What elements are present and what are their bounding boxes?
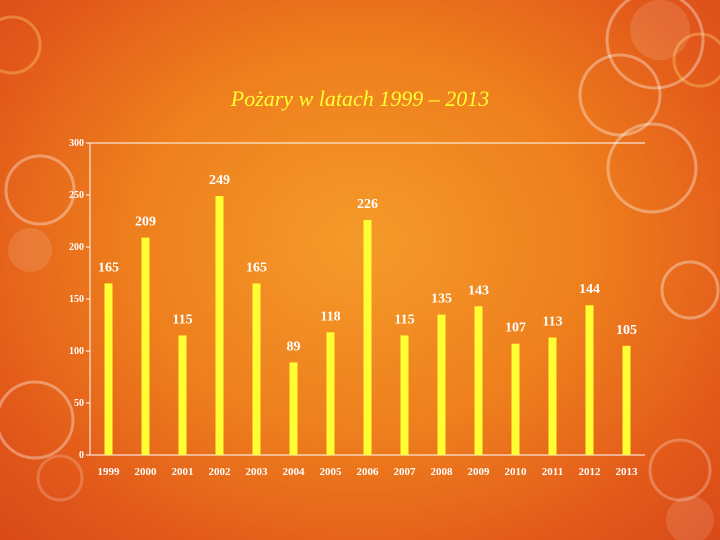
- x-tick-label: 2002: [209, 466, 232, 478]
- bar: [511, 343, 520, 455]
- x-tick-label: 2006: [357, 466, 380, 478]
- bar: [215, 196, 224, 456]
- y-tick-label: 100: [69, 346, 84, 357]
- data-label: 113: [542, 314, 562, 329]
- x-tick-label: 2003: [246, 466, 269, 478]
- data-label: 143: [468, 283, 489, 298]
- bar: [548, 337, 557, 455]
- data-label: 118: [320, 309, 340, 324]
- chart-labels: 165 1999 209 2000 115 2001 249 2002 165 2003 89 200…: [98, 173, 639, 478]
- bar: [104, 283, 113, 455]
- bar: [400, 335, 409, 455]
- y-tick-label: 50: [74, 398, 84, 409]
- data-label: 209: [135, 215, 156, 230]
- x-tick-label: 2001: [172, 466, 194, 478]
- data-label: 249: [209, 173, 230, 188]
- bar: [474, 306, 483, 455]
- data-label: 115: [172, 312, 192, 327]
- bar: [252, 283, 261, 455]
- y-tick-label: 250: [69, 190, 84, 201]
- chart-title: Pożary w latach 1999 – 2013: [230, 86, 490, 111]
- data-label: 144: [579, 282, 600, 297]
- data-label: 165: [98, 260, 119, 275]
- data-label: 226: [357, 197, 378, 212]
- x-tick-label: 2000: [135, 466, 158, 478]
- x-tick-label: 2012: [579, 466, 602, 478]
- x-tick-label: 2007: [394, 466, 417, 478]
- bar: [178, 335, 187, 455]
- x-tick-label: 2008: [431, 466, 454, 478]
- x-tick-label: 2011: [542, 466, 563, 478]
- bar: [363, 219, 372, 455]
- data-label: 105: [616, 323, 637, 338]
- y-tick-label: 0: [79, 450, 84, 461]
- chart-axes: 0 50 100 150 200 250 300: [69, 138, 645, 461]
- bar: [289, 362, 298, 455]
- data-label: 135: [431, 292, 452, 307]
- x-tick-label: 2013: [616, 466, 639, 478]
- y-tick-label: 300: [69, 138, 84, 149]
- x-tick-label: 2005: [320, 466, 343, 478]
- bar: [326, 332, 335, 455]
- bar: [622, 345, 631, 455]
- bar: [437, 314, 446, 455]
- x-tick-label: 2010: [505, 466, 528, 478]
- chart-bars: [104, 196, 631, 456]
- bar: [141, 237, 150, 455]
- data-label: 107: [505, 321, 526, 336]
- x-tick-label: 1999: [98, 466, 121, 478]
- y-tick-label: 200: [69, 242, 84, 253]
- x-tick-label: 2004: [283, 466, 306, 478]
- bar: [585, 305, 594, 455]
- data-label: 89: [287, 339, 301, 354]
- x-tick-label: 2009: [468, 466, 491, 478]
- data-label: 165: [246, 260, 267, 275]
- y-tick-label: 150: [69, 294, 84, 305]
- data-label: 115: [394, 312, 414, 327]
